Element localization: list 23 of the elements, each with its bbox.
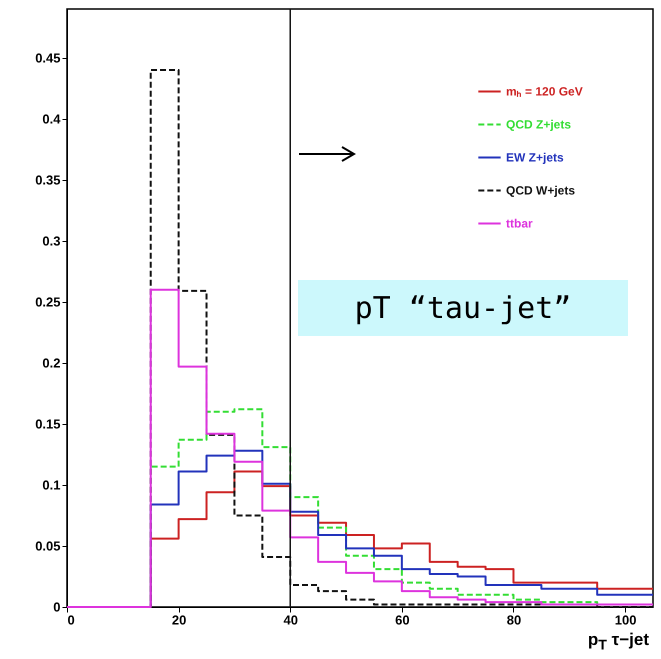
y-tick-label: 0.25 (35, 294, 60, 310)
x-tick-label: 0 (68, 612, 75, 628)
y-tick-label: 0.45 (35, 50, 60, 66)
text-box: pT “tau-jet” (298, 280, 628, 336)
y-tick-label: 0.15 (35, 416, 60, 432)
x-tick-label: 80 (506, 612, 522, 628)
y-tick-label: 0.2 (42, 355, 60, 370)
x-axis-title: p$_{T}$ τ−jet (588, 630, 649, 654)
x-tick-label: 20 (172, 612, 186, 628)
legend-label: mₕ = 120 GeV (506, 84, 583, 98)
y-tick-label: 0.05 (35, 538, 60, 554)
legend-label: QCD Z+jets (506, 118, 572, 132)
x-tick-label: 40 (284, 612, 298, 628)
y-tick-label: 0 (53, 600, 60, 614)
y-tick-label: 0.3 (42, 233, 60, 248)
y-tick-label: 0.4 (42, 111, 62, 126)
x-tick-label: 60 (395, 612, 410, 628)
legend-label: ttbar (506, 216, 533, 230)
y-tick-label: 0.35 (35, 172, 60, 188)
legend-label: QCD W+jets (506, 184, 576, 198)
legend-label: EW Z+jets (506, 150, 564, 164)
y-tick-label: 0.1 (42, 477, 60, 492)
x-tick-label: 100 (614, 612, 636, 628)
